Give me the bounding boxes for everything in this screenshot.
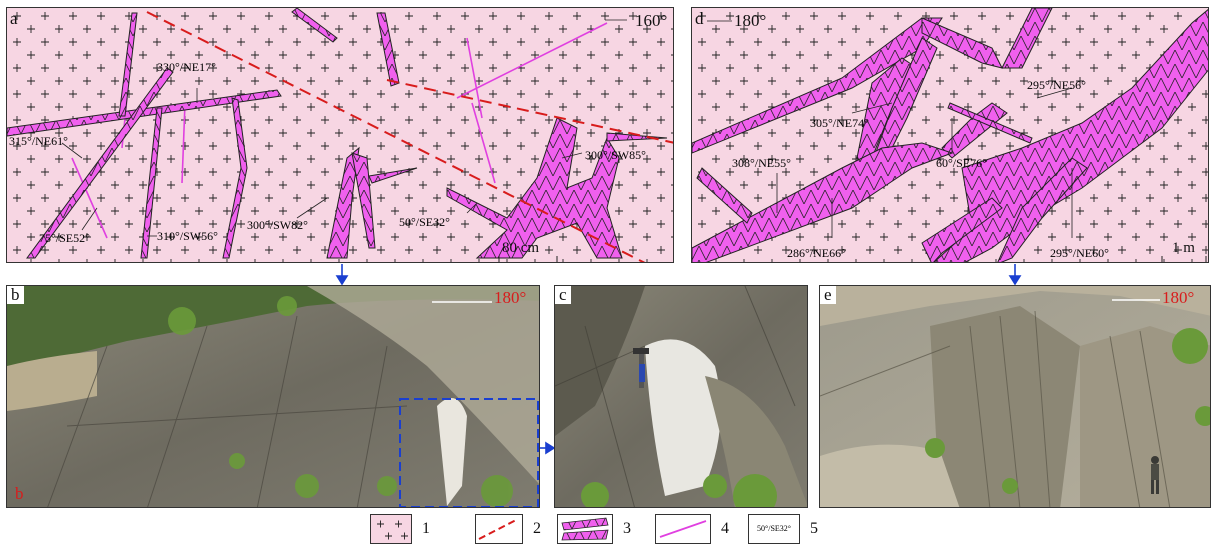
detail-box [399, 398, 539, 507]
fault-icon [475, 514, 523, 544]
legend-num: 2 [533, 520, 541, 537]
legend-num: 1 [422, 520, 430, 537]
outcrop-photo-c [555, 286, 807, 507]
legend-num: 4 [721, 520, 729, 537]
attitude-label: 295°/NE56° [1027, 78, 1086, 92]
orientation-label-a: 160° [635, 11, 668, 30]
leader-lines-d [707, 20, 1073, 238]
outcrop-photo-b [7, 286, 539, 507]
attitude-icon: 50°/SE32° [748, 514, 800, 544]
scale-label-d: 1 m [1172, 240, 1195, 256]
attitude-label: 300°/SW85° [585, 148, 646, 162]
leader-lines-a [61, 19, 627, 237]
geologic-map-d [692, 8, 1208, 262]
panel-label-c: c [555, 286, 571, 304]
legend: 1 2 3 4 50°/SE32° 5 [0, 512, 1216, 551]
attitude-label: 300°/SW82° [247, 218, 308, 232]
panel-label-d: d [695, 9, 704, 28]
map-panel-d: d 180° 1 m 305°/NE74° 295°/NE56° 308°/NE… [691, 7, 1209, 263]
panel-label-a: a [10, 9, 18, 28]
orientation-label-b: 180° [494, 288, 527, 307]
dikes-d [692, 8, 1208, 262]
attitude-label: 60°/SE76° [936, 156, 987, 170]
attitude-label: 75°/SE52° [39, 231, 90, 245]
attitude-label: 305°/NE74° [810, 116, 869, 130]
attitude-label: 330°/NE17° [157, 60, 216, 74]
attitude-label: 315°/NE61° [9, 134, 68, 148]
attitude-label: 50°/SE32° [399, 215, 450, 229]
dikes-a [7, 8, 668, 259]
photo-panel-b: b 180° b [6, 285, 540, 508]
scale-bar-d [1161, 256, 1207, 262]
inner-label-b: b [15, 484, 24, 503]
geologic-map-a [7, 8, 673, 262]
panel-label-b: b [7, 286, 24, 304]
attitude-label: 295°/NE60° [1050, 246, 1109, 260]
vein-icon [655, 514, 711, 544]
granite-icon [370, 514, 412, 544]
photo-panel-c: c [554, 285, 808, 508]
scale-bar-a [498, 256, 558, 262]
orientation-label-e: 180° [1162, 288, 1195, 307]
fault-line-a [146, 11, 646, 262]
panel-label-e: e [820, 286, 836, 304]
attitude-label: 286°/NE66° [787, 246, 846, 260]
fault-line-a2 [386, 79, 673, 144]
scale-label-a: 80 cm [502, 240, 540, 256]
legend-num: 5 [810, 520, 818, 537]
photo-panel-e: e 180° [819, 285, 1211, 508]
attitude-label: 308°/NE55° [732, 156, 791, 170]
legend-num: 3 [623, 520, 631, 537]
person-for-scale [1151, 456, 1159, 494]
outcrop-photo-e [820, 286, 1210, 507]
map-panel-a: a 160° 80 cm 330°/NE17° 315°/NE61° 75°/S… [6, 7, 674, 263]
dike-icon [557, 514, 613, 544]
attitude-label: 310°/SW56° [157, 229, 218, 243]
orientation-label-d: 180° [734, 11, 767, 30]
legend-attitude-sample: 50°/SE32° [757, 524, 791, 533]
